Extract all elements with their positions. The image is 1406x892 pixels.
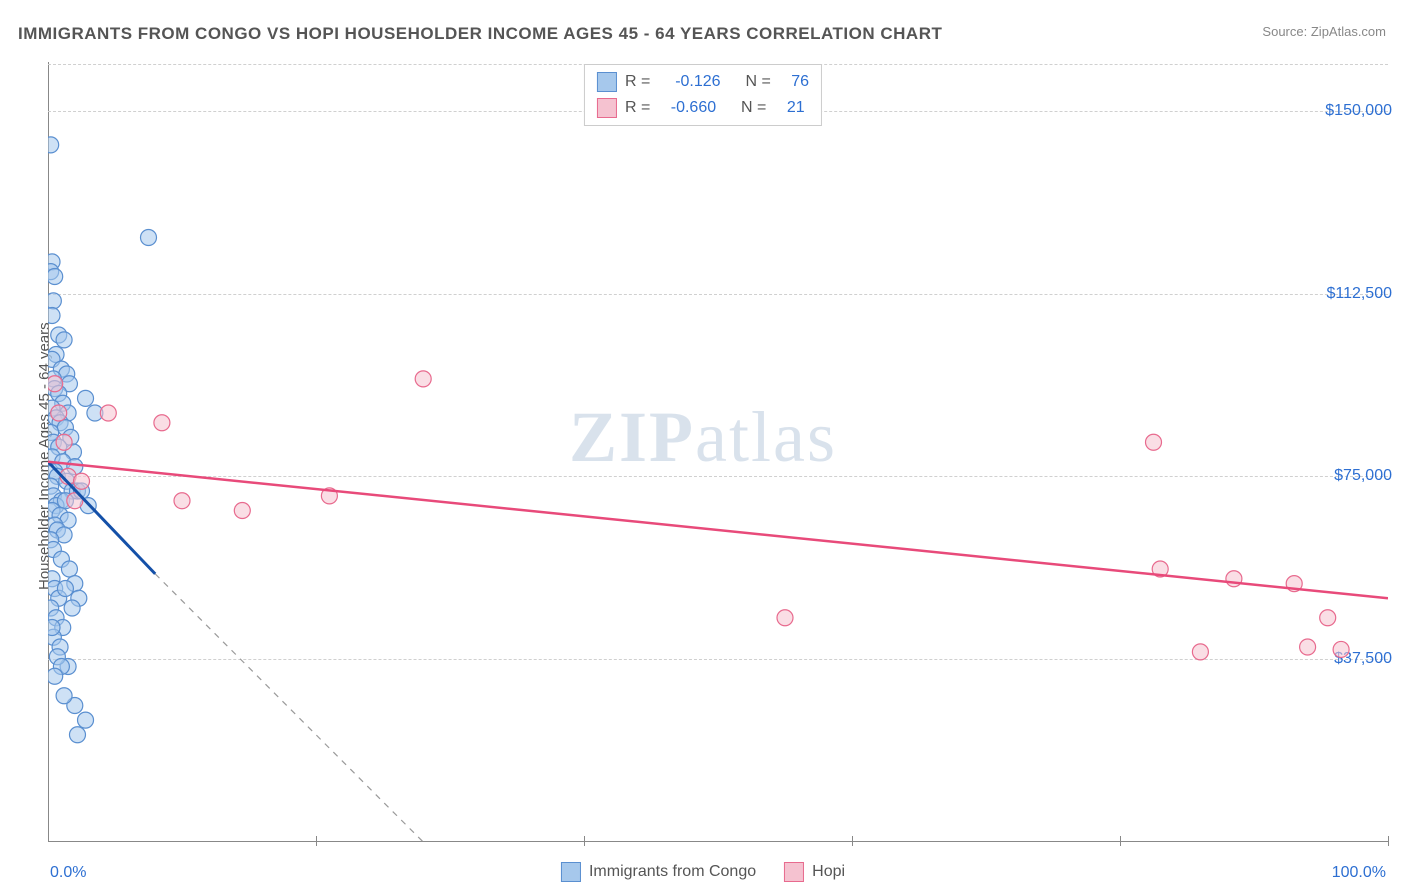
data-point bbox=[174, 493, 190, 509]
data-point bbox=[48, 269, 63, 285]
data-point bbox=[777, 610, 793, 626]
x-axis-max-label: 100.0% bbox=[1332, 864, 1386, 882]
data-point bbox=[1320, 610, 1336, 626]
data-point bbox=[234, 503, 250, 519]
data-point bbox=[69, 727, 85, 743]
source-label: Source: ZipAtlas.com bbox=[1262, 24, 1386, 39]
data-point bbox=[154, 415, 170, 431]
data-point bbox=[48, 308, 60, 324]
swatch-series1 bbox=[597, 72, 617, 92]
data-point bbox=[56, 688, 72, 704]
data-point bbox=[61, 561, 77, 577]
data-point bbox=[48, 620, 60, 636]
legend-item-series1: Immigrants from Congo bbox=[561, 862, 756, 882]
x-tick bbox=[1388, 836, 1389, 846]
legend-item-series2: Hopi bbox=[784, 862, 845, 882]
data-point bbox=[48, 293, 61, 309]
swatch-series1-bottom bbox=[561, 862, 581, 882]
data-point bbox=[56, 332, 72, 348]
data-point bbox=[100, 405, 116, 421]
x-axis-min-label: 0.0% bbox=[50, 864, 86, 882]
swatch-series2-bottom bbox=[784, 862, 804, 882]
legend-correlation-box: R = -0.126 N = 76 R = -0.660 N = 21 bbox=[584, 64, 822, 126]
data-point bbox=[1192, 644, 1208, 660]
legend-bottom: Immigrants from Congo Hopi bbox=[561, 862, 845, 882]
data-point bbox=[74, 473, 90, 489]
data-point bbox=[78, 390, 94, 406]
data-point bbox=[78, 712, 94, 728]
data-point bbox=[57, 581, 73, 597]
data-point bbox=[48, 376, 63, 392]
data-point bbox=[141, 230, 157, 246]
data-point bbox=[48, 137, 59, 153]
data-point bbox=[1146, 434, 1162, 450]
data-point bbox=[1300, 639, 1316, 655]
data-point bbox=[415, 371, 431, 387]
chart-title: IMMIGRANTS FROM CONGO VS HOPI HOUSEHOLDE… bbox=[18, 24, 942, 44]
data-point bbox=[1333, 641, 1349, 657]
legend-row-series1: R = -0.126 N = 76 bbox=[597, 69, 809, 95]
data-point bbox=[51, 405, 67, 421]
legend-row-series2: R = -0.660 N = 21 bbox=[597, 95, 809, 121]
data-point bbox=[56, 434, 72, 450]
data-point bbox=[48, 668, 63, 684]
scatter-plot-svg bbox=[48, 62, 1388, 842]
swatch-series2 bbox=[597, 98, 617, 118]
data-point bbox=[64, 600, 80, 616]
